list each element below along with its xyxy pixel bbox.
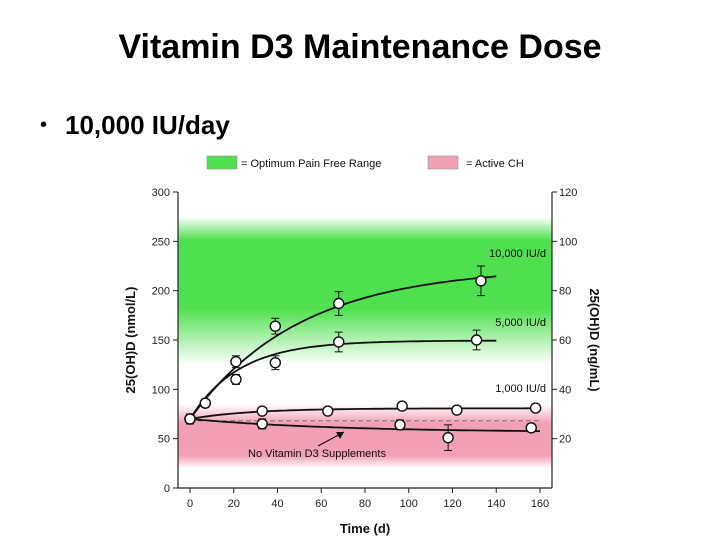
data-point-5-000-iu-d-2 [230, 356, 242, 368]
data-point-no-vitamin-d3-supplements-4 [525, 422, 537, 434]
y-right-tick-label-20: 20 [559, 434, 571, 446]
series-label-10-000-iu-d: 10,000 IU/d [489, 248, 546, 260]
series-no-vitamin-d3-supplements: No Vitamin D3 Supplements [184, 413, 540, 460]
data-point-10-000-iu-d-5 [475, 275, 487, 287]
slide-title: Vitamin D3 Maintenance Dose [118, 28, 602, 66]
series-line-1-000-iu-d [189, 407, 540, 420]
data-point-1-000-iu-d-3 [396, 400, 408, 412]
y-axis-title-right: 25(OH)D (ng/mL) [587, 288, 602, 391]
y-right-tick-label-120: 120 [559, 187, 577, 199]
x-tick-label-120: 120 [443, 498, 461, 510]
bullet-text: 10,000 IU/day [65, 110, 230, 140]
y-tick-label-100: 100 [152, 384, 170, 396]
annotation-arrow [317, 431, 345, 447]
data-point-1-000-iu-d-4 [451, 404, 463, 416]
data-point-5-000-iu-d-4 [333, 336, 345, 348]
y-right-tick-label-80: 80 [559, 286, 571, 298]
data-point-1-000-iu-d-2 [322, 405, 334, 417]
x-tick-label-140: 140 [487, 498, 505, 510]
y-right-tick-label-100: 100 [559, 236, 577, 248]
x-tick-label-100: 100 [400, 498, 418, 510]
y-right-tick-label-40: 40 [559, 384, 571, 396]
data-point-no-vitamin-d3-supplements-3 [442, 431, 454, 444]
legend-label-1: = Active CH [466, 158, 524, 170]
x-tick-label-0: 0 [187, 498, 193, 510]
data-point-5-000-iu-d-5 [470, 334, 483, 346]
data-point-1-000-iu-d-5 [529, 402, 542, 414]
data-point-no-vitamin-d3-supplements-1 [256, 418, 268, 430]
data-point-5-000-iu-d-1 [199, 397, 212, 409]
data-point-no-vitamin-d3-supplements-0 [184, 413, 196, 425]
data-point-10-000-iu-d-4 [333, 297, 345, 310]
y-axis-title-left: 25(OH)D (nmol/L) [123, 287, 138, 394]
x-tick-label-60: 60 [315, 498, 327, 510]
y-tick-label-200: 200 [152, 286, 170, 298]
data-point-10-000-iu-d-2 [230, 373, 242, 386]
band-active-ch [178, 404, 552, 469]
series-label-1-000-iu-d: 1,000 IU/d [495, 383, 546, 395]
series-label-no-vitamin-d3-supplements: No Vitamin D3 Supplements [248, 448, 386, 460]
legend-swatch-0 [206, 155, 238, 170]
y-tick-label-0: 0 [164, 483, 170, 495]
x-tick-label-80: 80 [359, 498, 371, 510]
annotation-arrow-head [336, 432, 344, 439]
x-tick-label-20: 20 [228, 498, 240, 510]
bullet-dot-icon: • [40, 114, 48, 136]
legend-swatch-1 [427, 155, 459, 170]
series-label-5-000-iu-d: 5,000 IU/d [495, 317, 546, 329]
y-tick-label-250: 250 [152, 236, 170, 248]
y-right-tick-label-60: 60 [559, 335, 571, 347]
data-point-5-000-iu-d-3 [269, 356, 282, 369]
y-tick-label-50: 50 [158, 434, 170, 446]
y-tick-label-300: 300 [152, 187, 170, 199]
legend-label-0: = Optimum Pain Free Range [241, 158, 381, 170]
x-axis-title: Time (d) [340, 521, 390, 536]
data-point-no-vitamin-d3-supplements-2 [394, 419, 406, 431]
bullet-item: • 10,000 IU/day [40, 110, 230, 141]
x-tick-label-160: 160 [531, 498, 549, 510]
y-tick-label-150: 150 [152, 335, 170, 347]
data-point-1-000-iu-d-1 [256, 405, 268, 417]
series-line-no-vitamin-d3-supplements [189, 418, 540, 432]
data-point-10-000-iu-d-3 [269, 320, 282, 332]
x-tick-label-40: 40 [271, 498, 283, 510]
